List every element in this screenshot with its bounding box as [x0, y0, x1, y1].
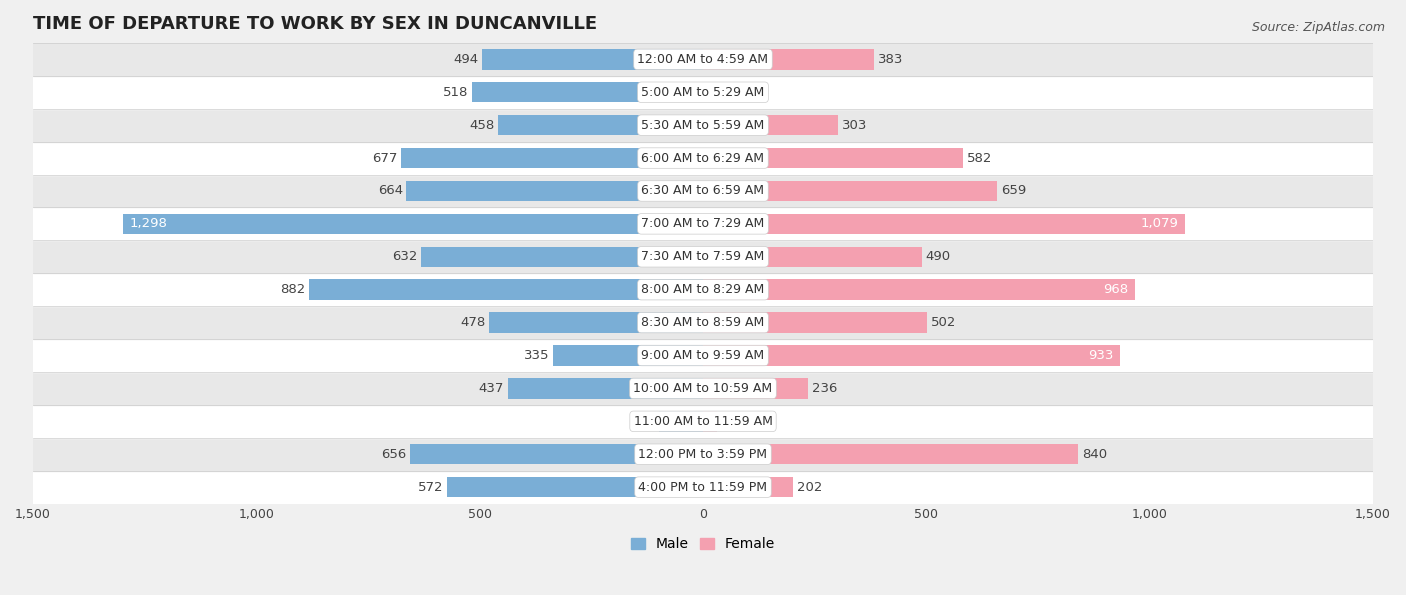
Bar [32, 405, 1374, 438]
Bar [32, 240, 1374, 273]
Text: 8:00 AM to 8:29 AM: 8:00 AM to 8:29 AM [641, 283, 765, 296]
Text: 6:00 AM to 6:29 AM: 6:00 AM to 6:29 AM [641, 152, 765, 165]
Text: 335: 335 [524, 349, 550, 362]
Text: Source: ZipAtlas.com: Source: ZipAtlas.com [1251, 21, 1385, 34]
Bar [406, 181, 703, 201]
Text: 88: 88 [747, 86, 762, 99]
Bar [309, 280, 703, 300]
Text: 5:30 AM to 5:59 AM: 5:30 AM to 5:59 AM [641, 118, 765, 131]
Text: 502: 502 [931, 316, 956, 329]
Bar [703, 378, 808, 399]
Bar [32, 306, 1374, 339]
Text: 458: 458 [470, 118, 495, 131]
Bar [703, 345, 1119, 366]
Text: 12:00 AM to 4:59 AM: 12:00 AM to 4:59 AM [637, 53, 769, 66]
Bar [32, 471, 1374, 503]
Text: 1,079: 1,079 [1140, 217, 1178, 230]
Text: 582: 582 [966, 152, 991, 165]
Text: 437: 437 [479, 382, 505, 395]
Text: 4:00 PM to 11:59 PM: 4:00 PM to 11:59 PM [638, 481, 768, 494]
Bar [482, 49, 703, 70]
Text: 99: 99 [638, 415, 655, 428]
Legend: Male, Female: Male, Female [626, 531, 780, 556]
Bar [703, 312, 927, 333]
Text: 572: 572 [419, 481, 444, 494]
Bar [32, 339, 1374, 372]
Bar [703, 148, 963, 168]
Text: TIME OF DEPARTURE TO WORK BY SEX IN DUNCANVILLE: TIME OF DEPARTURE TO WORK BY SEX IN DUNC… [32, 15, 598, 33]
Text: 1,298: 1,298 [129, 217, 167, 230]
Text: 656: 656 [381, 447, 406, 461]
Bar [32, 142, 1374, 174]
Bar [32, 109, 1374, 142]
Bar [32, 372, 1374, 405]
Text: 664: 664 [378, 184, 402, 198]
Text: 882: 882 [280, 283, 305, 296]
Bar [411, 444, 703, 465]
Text: 494: 494 [454, 53, 479, 66]
Bar [32, 76, 1374, 109]
Text: 7:00 AM to 7:29 AM: 7:00 AM to 7:29 AM [641, 217, 765, 230]
Bar [703, 115, 838, 135]
Text: 10:00 AM to 10:59 AM: 10:00 AM to 10:59 AM [634, 382, 772, 395]
Bar [124, 214, 703, 234]
Bar [508, 378, 703, 399]
Bar [489, 312, 703, 333]
Bar [554, 345, 703, 366]
Bar [471, 82, 703, 102]
Bar [703, 49, 875, 70]
Text: 31: 31 [720, 415, 737, 428]
Text: 968: 968 [1104, 283, 1129, 296]
Bar [447, 477, 703, 497]
Bar [703, 246, 922, 267]
Text: 933: 933 [1088, 349, 1114, 362]
Bar [703, 444, 1078, 465]
Bar [420, 246, 703, 267]
Text: 518: 518 [443, 86, 468, 99]
Bar [703, 82, 742, 102]
Text: 202: 202 [797, 481, 823, 494]
Text: 659: 659 [1001, 184, 1026, 198]
Text: 478: 478 [461, 316, 486, 329]
Text: 11:00 AM to 11:59 AM: 11:00 AM to 11:59 AM [634, 415, 772, 428]
Bar [703, 411, 717, 431]
Text: 303: 303 [842, 118, 868, 131]
Bar [703, 477, 793, 497]
Bar [498, 115, 703, 135]
Text: 490: 490 [925, 250, 950, 263]
Text: 840: 840 [1081, 447, 1107, 461]
Bar [32, 208, 1374, 240]
Text: 6:30 AM to 6:59 AM: 6:30 AM to 6:59 AM [641, 184, 765, 198]
Bar [401, 148, 703, 168]
Bar [703, 280, 1136, 300]
Text: 677: 677 [371, 152, 396, 165]
Text: 5:00 AM to 5:29 AM: 5:00 AM to 5:29 AM [641, 86, 765, 99]
Text: 383: 383 [877, 53, 903, 66]
Bar [32, 174, 1374, 208]
Text: 9:00 AM to 9:59 AM: 9:00 AM to 9:59 AM [641, 349, 765, 362]
Bar [703, 214, 1185, 234]
Text: 7:30 AM to 7:59 AM: 7:30 AM to 7:59 AM [641, 250, 765, 263]
Bar [659, 411, 703, 431]
Text: 632: 632 [392, 250, 418, 263]
Text: 12:00 PM to 3:59 PM: 12:00 PM to 3:59 PM [638, 447, 768, 461]
Text: 8:30 AM to 8:59 AM: 8:30 AM to 8:59 AM [641, 316, 765, 329]
Bar [32, 438, 1374, 471]
Text: 236: 236 [813, 382, 838, 395]
Bar [32, 43, 1374, 76]
Bar [32, 273, 1374, 306]
Bar [703, 181, 997, 201]
